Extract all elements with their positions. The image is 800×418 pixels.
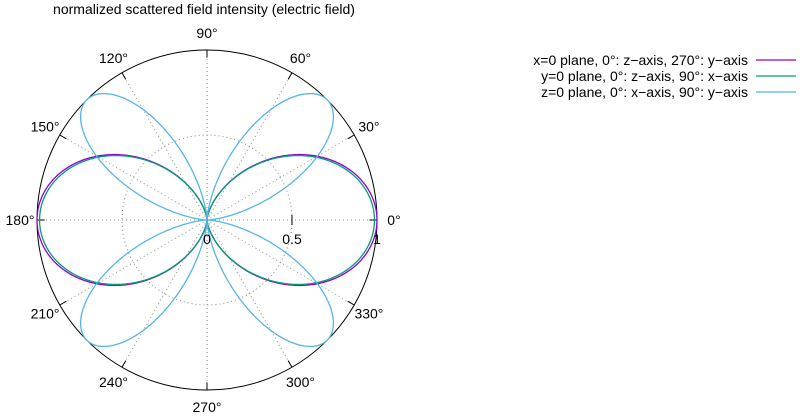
legend-entry-3: z=0 plane, 0°: x−axis, 90°: y−axis <box>541 84 748 100</box>
legend-entry-1: x=0 plane, 0°: z−axis, 270°: y−axis <box>533 52 748 68</box>
spoke-330 <box>206 219 355 306</box>
angle-tick-300 <box>287 360 293 368</box>
angle-label-300: 300° <box>286 374 315 390</box>
tick-labels: 0° 30° 60° 90° 120° 150° 180° 210° 240° 270° 300° 3… <box>6 25 401 415</box>
series-line-3 <box>79 92 335 348</box>
spoke-150 <box>59 134 208 221</box>
angle-tick-60 <box>287 72 293 80</box>
angle-label-90: 90° <box>196 25 217 41</box>
series-line-2 <box>38 154 376 286</box>
angle-tick-150 <box>59 134 67 140</box>
angle-label-330: 330° <box>354 306 383 322</box>
angle-label-210: 210° <box>31 306 60 322</box>
angle-tick-30 <box>347 134 355 140</box>
angle-tick-240 <box>121 360 127 368</box>
spoke-210 <box>59 219 208 306</box>
angle-label-120: 120° <box>99 50 128 66</box>
radial-label-1: 1 <box>373 231 381 247</box>
angle-label-150: 150° <box>31 119 60 135</box>
spoke-120 <box>121 72 208 221</box>
radial-label-0.5: 0.5 <box>282 231 302 247</box>
angle-label-60: 60° <box>290 50 311 66</box>
spoke-60 <box>206 72 293 221</box>
series-curves <box>36 92 378 348</box>
angle-label-180: 180° <box>6 212 35 228</box>
angle-tick-120 <box>121 72 127 80</box>
angle-label-270: 270° <box>193 399 222 415</box>
angle-label-240: 240° <box>99 374 128 390</box>
spoke-30 <box>206 134 355 221</box>
angle-tick-330 <box>347 300 355 306</box>
angle-tick-210 <box>59 300 67 306</box>
spoke-240 <box>121 219 208 368</box>
angle-label-0: 0° <box>387 212 400 228</box>
chart-title: normalized scattered field intensity (el… <box>53 1 355 17</box>
spoke-300 <box>206 219 293 368</box>
radial-label-0: 0 <box>203 231 211 247</box>
angle-label-30: 30° <box>358 119 379 135</box>
legend-entry-2: y=0 plane, 0°: z−axis, 90°: x−axis <box>541 68 748 84</box>
